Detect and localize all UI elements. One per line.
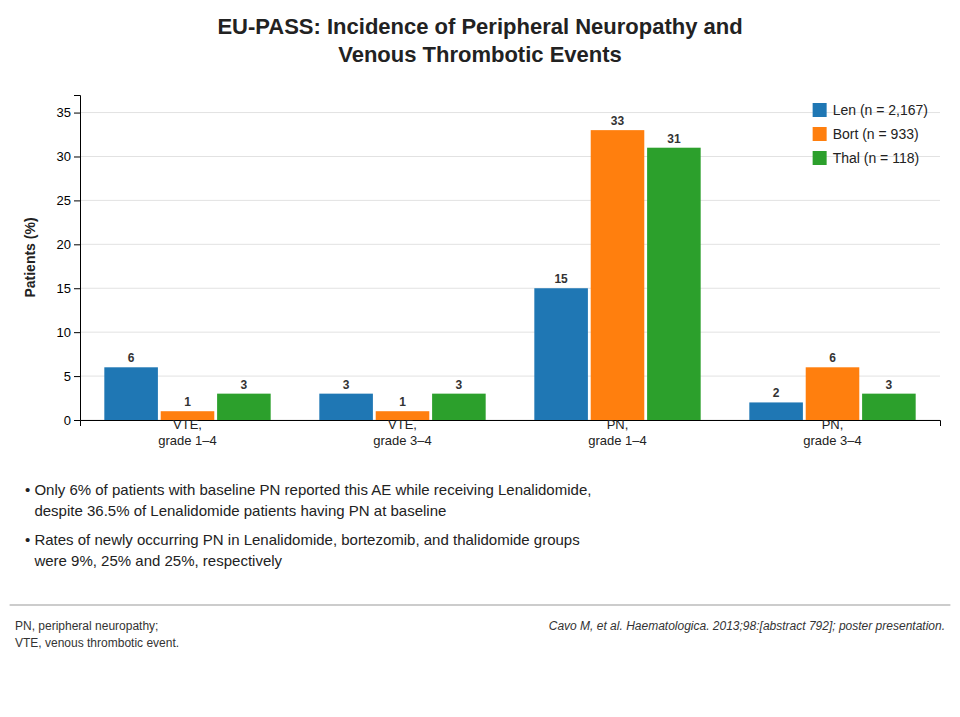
bar bbox=[217, 394, 271, 420]
reference: Cavo M, et al. Haematologica. 2013;98:[a… bbox=[549, 619, 945, 633]
y-tick: 10 bbox=[57, 325, 80, 340]
y-tick-label: 15 bbox=[57, 281, 71, 296]
legend-item: Bort (n = 933) bbox=[813, 126, 919, 142]
x-axis-line bbox=[81, 421, 941, 427]
bar bbox=[647, 148, 701, 420]
bullet-text: • Only 6% of patients with baseline PN r… bbox=[25, 481, 591, 498]
data-label: 3 bbox=[241, 378, 248, 392]
data-labels: 631521133633313 bbox=[128, 114, 893, 409]
y-tick-label: 0 bbox=[64, 413, 71, 428]
x-tick: PN,grade 3–4 bbox=[803, 417, 862, 448]
y-axis-title: Patients (%) bbox=[22, 217, 38, 297]
bar bbox=[319, 394, 373, 420]
grid-line bbox=[80, 288, 940, 289]
bar-series bbox=[161, 130, 860, 420]
y-tick-label: 25 bbox=[57, 193, 71, 208]
y-tick-label: 35 bbox=[57, 105, 71, 120]
legend-swatch bbox=[813, 127, 827, 141]
bar bbox=[376, 411, 430, 420]
bars bbox=[104, 130, 915, 420]
bar bbox=[591, 130, 645, 420]
y-tick: 35 bbox=[57, 105, 80, 120]
bar bbox=[104, 367, 158, 420]
data-label: 1 bbox=[399, 395, 406, 409]
data-label: 31 bbox=[667, 132, 681, 146]
data-label: 2 bbox=[773, 386, 780, 400]
legend-label: Bort (n = 933) bbox=[833, 126, 919, 142]
bar bbox=[749, 402, 803, 420]
data-label: 1 bbox=[184, 395, 191, 409]
data-label: 3 bbox=[343, 378, 350, 392]
footnote: PN, peripheral neuropathy; bbox=[15, 619, 158, 633]
data-label: 3 bbox=[456, 378, 463, 392]
y-tick: 25 bbox=[57, 193, 80, 208]
legend-swatch bbox=[813, 103, 827, 117]
y-tick-label: 30 bbox=[57, 149, 71, 164]
y-tick-mark bbox=[74, 113, 80, 114]
bullet-text: • Rates of newly occurring PN in Lenalid… bbox=[25, 531, 580, 548]
x-tick: VTE,grade 1–4 bbox=[158, 417, 217, 448]
y-tick-mark bbox=[74, 200, 80, 201]
data-label: 33 bbox=[611, 114, 625, 128]
grid-line bbox=[80, 156, 940, 157]
bar-series bbox=[217, 148, 916, 420]
legend-label: Thal (n = 118) bbox=[833, 150, 920, 166]
legend: Len (n = 2,167) Bort (n = 933) Thal (n = 1… bbox=[813, 102, 928, 166]
grid-line bbox=[80, 112, 940, 113]
y-axis-line bbox=[74, 96, 81, 421]
legend-label: Len (n = 2,167) bbox=[833, 102, 928, 118]
data-label: 6 bbox=[829, 351, 836, 365]
data-label: 15 bbox=[554, 272, 568, 286]
y-tick-label: 5 bbox=[64, 369, 71, 384]
y-tick: 15 bbox=[57, 281, 80, 296]
y-tick: 0 bbox=[64, 413, 80, 428]
y-tick-mark bbox=[74, 156, 80, 157]
x-tick: PN,grade 1–4 bbox=[588, 417, 647, 448]
y-tick-mark bbox=[74, 332, 80, 333]
x-tick-label: VTE,grade 1–4 bbox=[158, 417, 217, 448]
x-tick: VTE,grade 3–4 bbox=[373, 417, 432, 448]
x-tick-label: PN,grade 3–4 bbox=[803, 417, 862, 448]
x-tick-label: PN,grade 1–4 bbox=[588, 417, 647, 448]
chart: EU-PASS: Incidence of Peripheral Neuropa… bbox=[0, 0, 960, 717]
bar bbox=[432, 394, 486, 420]
data-label: 3 bbox=[886, 378, 893, 392]
y-tick-label: 10 bbox=[57, 325, 71, 340]
data-label: 6 bbox=[128, 351, 135, 365]
y-tick: 20 bbox=[57, 237, 80, 252]
bar bbox=[161, 411, 215, 420]
annotations: • Only 6% of patients with baseline PN r… bbox=[10, 481, 951, 650]
x-tick-label: VTE,grade 3–4 bbox=[373, 417, 432, 448]
y-tick-mark bbox=[74, 376, 80, 377]
bar bbox=[534, 288, 588, 420]
bullet-text: were 9%, 25% and 25%, respectively bbox=[33, 552, 282, 569]
legend-swatch bbox=[813, 151, 827, 165]
legend-item: Thal (n = 118) bbox=[813, 150, 920, 166]
title: EU-PASS: Incidence of Peripheral Neuropa… bbox=[217, 14, 742, 67]
bar bbox=[862, 394, 916, 420]
grid bbox=[80, 113, 940, 420]
grid-line bbox=[80, 244, 940, 245]
y-tick-mark bbox=[74, 420, 80, 421]
x-axis: VTE,grade 1–4 VTE,grade 3–4 PN,grade 1–4 PN… bbox=[81, 417, 941, 448]
bullet-text: despite 36.5% of Lenalidomide patients h… bbox=[34, 502, 446, 519]
separator bbox=[10, 605, 951, 606]
y-axis: 0 5 10 15 20 25 30 35 bbox=[57, 96, 81, 428]
y-tick-mark bbox=[74, 288, 80, 289]
grid-line bbox=[80, 332, 940, 333]
footnote: VTE, venous thrombotic event. bbox=[15, 636, 179, 650]
y-tick: 5 bbox=[64, 369, 80, 384]
y-tick-mark bbox=[74, 244, 80, 245]
y-tick-label: 20 bbox=[57, 237, 71, 252]
grid-line bbox=[80, 200, 940, 201]
y-tick: 30 bbox=[57, 149, 80, 164]
bar bbox=[806, 367, 860, 420]
legend-item: Len (n = 2,167) bbox=[813, 102, 928, 118]
